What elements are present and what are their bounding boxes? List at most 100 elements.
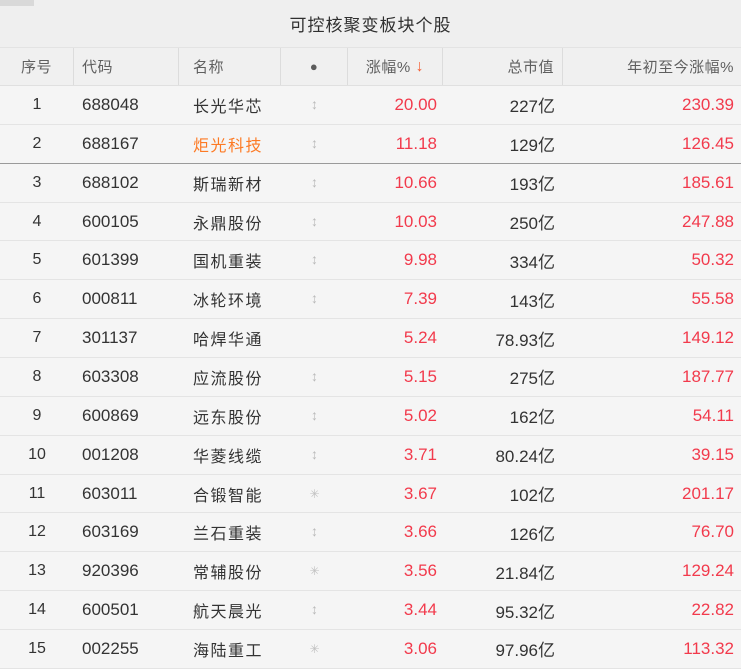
sort-desc-icon[interactable]: ↓ <box>415 57 425 75</box>
stock-name[interactable]: 远东股份 <box>193 409 264 427</box>
change-percent: 10.66 <box>394 172 437 192</box>
table-row[interactable]: 13 920396 常辅股份 ✳ 3.56 21.84亿 129.24 <box>0 552 741 592</box>
market-cap: 126亿 <box>509 524 555 544</box>
stock-name[interactable]: 应流股份 <box>193 370 264 388</box>
table-row[interactable]: 11 603011 合锻智能 ✳ 3.67 102亿 201.17 <box>0 474 741 514</box>
market-cap: 21.84亿 <box>495 563 555 583</box>
stock-name[interactable]: 国机重装 <box>193 254 264 272</box>
ytd-change-percent: 39.15 <box>691 444 734 464</box>
stock-name[interactable]: 兰石重装 <box>193 526 264 544</box>
table-row[interactable]: 2 688167 炬光科技 ↕ 11.18 129亿 126.45 <box>0 124 741 164</box>
table-row[interactable]: 15 002255 海陆重工 ✳ 3.06 97.96亿 113.32 <box>0 630 741 669</box>
updown-arrow-icon: ↕ <box>311 367 318 384</box>
scrollbar-corner <box>0 0 34 6</box>
stock-name[interactable]: 冰轮环境 <box>193 293 264 311</box>
updown-arrow-icon: ↕ <box>311 290 318 307</box>
sun-icon: ✳ <box>309 486 320 501</box>
change-percent: 10.03 <box>394 211 437 231</box>
table-row[interactable]: 7 301137 哈焊华通 5.24 78.93亿 149.12 <box>0 319 741 359</box>
market-cap: 80.24亿 <box>495 447 555 467</box>
stock-code: 688102 <box>82 172 139 192</box>
updown-arrow-icon: ↕ <box>311 445 318 462</box>
market-cap: 275亿 <box>509 369 555 389</box>
row-index: 5 <box>32 251 42 269</box>
change-percent: 9.98 <box>403 250 437 270</box>
market-cap: 143亿 <box>509 291 555 311</box>
column-header-ytd-change[interactable]: 年初至今涨幅% <box>627 59 734 76</box>
column-header-name[interactable]: 名称 <box>179 48 281 85</box>
change-percent: 3.06 <box>403 638 437 658</box>
stock-name[interactable]: 航天晨光 <box>193 604 264 622</box>
market-cap: 162亿 <box>509 408 555 428</box>
table-row[interactable]: 4 600105 永鼎股份 ↕ 10.03 250亿 247.88 <box>0 202 741 242</box>
marker-cell: ↕ <box>281 135 348 153</box>
change-percent: 5.24 <box>403 328 437 348</box>
stock-code: 002255 <box>82 638 139 658</box>
ytd-change-percent: 54.11 <box>692 405 734 425</box>
table-header: 序号 代码 名称 ● 涨幅% ↓ 总市值 年初至今涨幅% <box>0 47 741 86</box>
marker-cell: ↕ <box>281 290 348 308</box>
row-index: 9 <box>32 406 42 424</box>
table-row[interactable]: 6 000811 冰轮环境 ↕ 7.39 143亿 55.58 <box>0 280 741 320</box>
change-percent: 3.67 <box>403 483 437 503</box>
stock-name[interactable]: 合锻智能 <box>193 487 264 505</box>
change-percent: 5.15 <box>403 366 437 386</box>
table-row[interactable]: 14 600501 航天晨光 ↕ 3.44 95.32亿 22.82 <box>0 591 741 631</box>
table-row[interactable]: 8 603308 应流股份 ↕ 5.15 275亿 187.77 <box>0 358 741 397</box>
stock-name[interactable]: 哈焊华通 <box>193 332 264 350</box>
stock-name[interactable]: 常辅股份 <box>193 565 264 583</box>
column-header-change-percent[interactable]: 涨幅% ↓ <box>348 48 443 85</box>
updown-arrow-icon: ↕ <box>311 406 318 423</box>
row-index: 2 <box>32 134 42 152</box>
stock-code: 600105 <box>82 211 139 231</box>
table-row[interactable]: 1 688048 长光华芯 ↕ 20.00 227亿 230.39 <box>0 86 741 125</box>
market-cap: 78.93亿 <box>495 330 555 350</box>
ytd-change-percent: 126.45 <box>682 133 734 153</box>
stock-name[interactable]: 炬光科技 <box>193 137 264 155</box>
row-index: 3 <box>32 173 42 191</box>
ytd-change-percent: 76.70 <box>691 522 734 542</box>
marker-cell: ↕ <box>281 96 348 114</box>
stock-name[interactable]: 斯瑞新材 <box>193 176 264 194</box>
stock-code: 688167 <box>82 133 139 153</box>
column-header-index[interactable]: 序号 <box>0 48 74 85</box>
stock-name[interactable]: 海陆重工 <box>193 642 264 660</box>
column-header-market-cap[interactable]: 总市值 <box>443 48 563 85</box>
change-percent: 5.02 <box>403 405 437 425</box>
column-header-marker[interactable]: ● <box>281 48 348 85</box>
table-row[interactable]: 3 688102 斯瑞新材 ↕ 10.66 193亿 185.61 <box>0 163 741 203</box>
ytd-change-percent: 22.82 <box>691 600 734 620</box>
stock-code: 000811 <box>82 289 138 309</box>
row-index: 4 <box>32 212 42 230</box>
table-body: 1 688048 长光华芯 ↕ 20.00 227亿 230.39 2 6881… <box>0 86 741 669</box>
stock-name[interactable]: 永鼎股份 <box>193 215 264 233</box>
change-percent: 3.56 <box>403 561 437 581</box>
table-row[interactable]: 10 001208 华菱线缆 ↕ 3.71 80.24亿 39.15 <box>0 435 741 475</box>
stock-code: 601399 <box>82 250 139 270</box>
stock-code: 600869 <box>82 405 139 425</box>
change-percent: 20.00 <box>394 94 437 114</box>
marker-cell: ↕ <box>281 601 348 619</box>
updown-arrow-icon: ↕ <box>311 134 318 151</box>
stock-code: 301137 <box>82 328 138 348</box>
title-bar: 可控核聚变板块个股 <box>0 0 741 47</box>
table-row[interactable]: 5 601399 国机重装 ↕ 9.98 334亿 50.32 <box>0 241 741 281</box>
table-row[interactable]: 9 600869 远东股份 ↕ 5.02 162亿 54.11 <box>0 396 741 436</box>
stock-code: 920396 <box>82 561 139 581</box>
marker-cell: ↕ <box>281 213 348 231</box>
column-header-code[interactable]: 代码 <box>74 48 179 85</box>
ytd-change-percent: 55.58 <box>691 289 734 309</box>
ytd-change-percent: 230.39 <box>682 94 734 114</box>
row-index: 8 <box>32 367 42 385</box>
marker-cell: ↕ <box>281 407 348 425</box>
stock-name[interactable]: 华菱线缆 <box>193 448 264 466</box>
ytd-change-percent: 185.61 <box>682 172 734 192</box>
market-cap: 334亿 <box>509 252 555 272</box>
dot-icon: ● <box>309 59 319 74</box>
ytd-change-percent: 129.24 <box>682 561 734 581</box>
stock-name[interactable]: 长光华芯 <box>193 98 264 116</box>
ytd-change-percent: 247.88 <box>682 211 734 231</box>
table-row[interactable]: 12 603169 兰石重装 ↕ 3.66 126亿 76.70 <box>0 513 741 553</box>
ytd-change-percent: 50.32 <box>691 250 734 270</box>
